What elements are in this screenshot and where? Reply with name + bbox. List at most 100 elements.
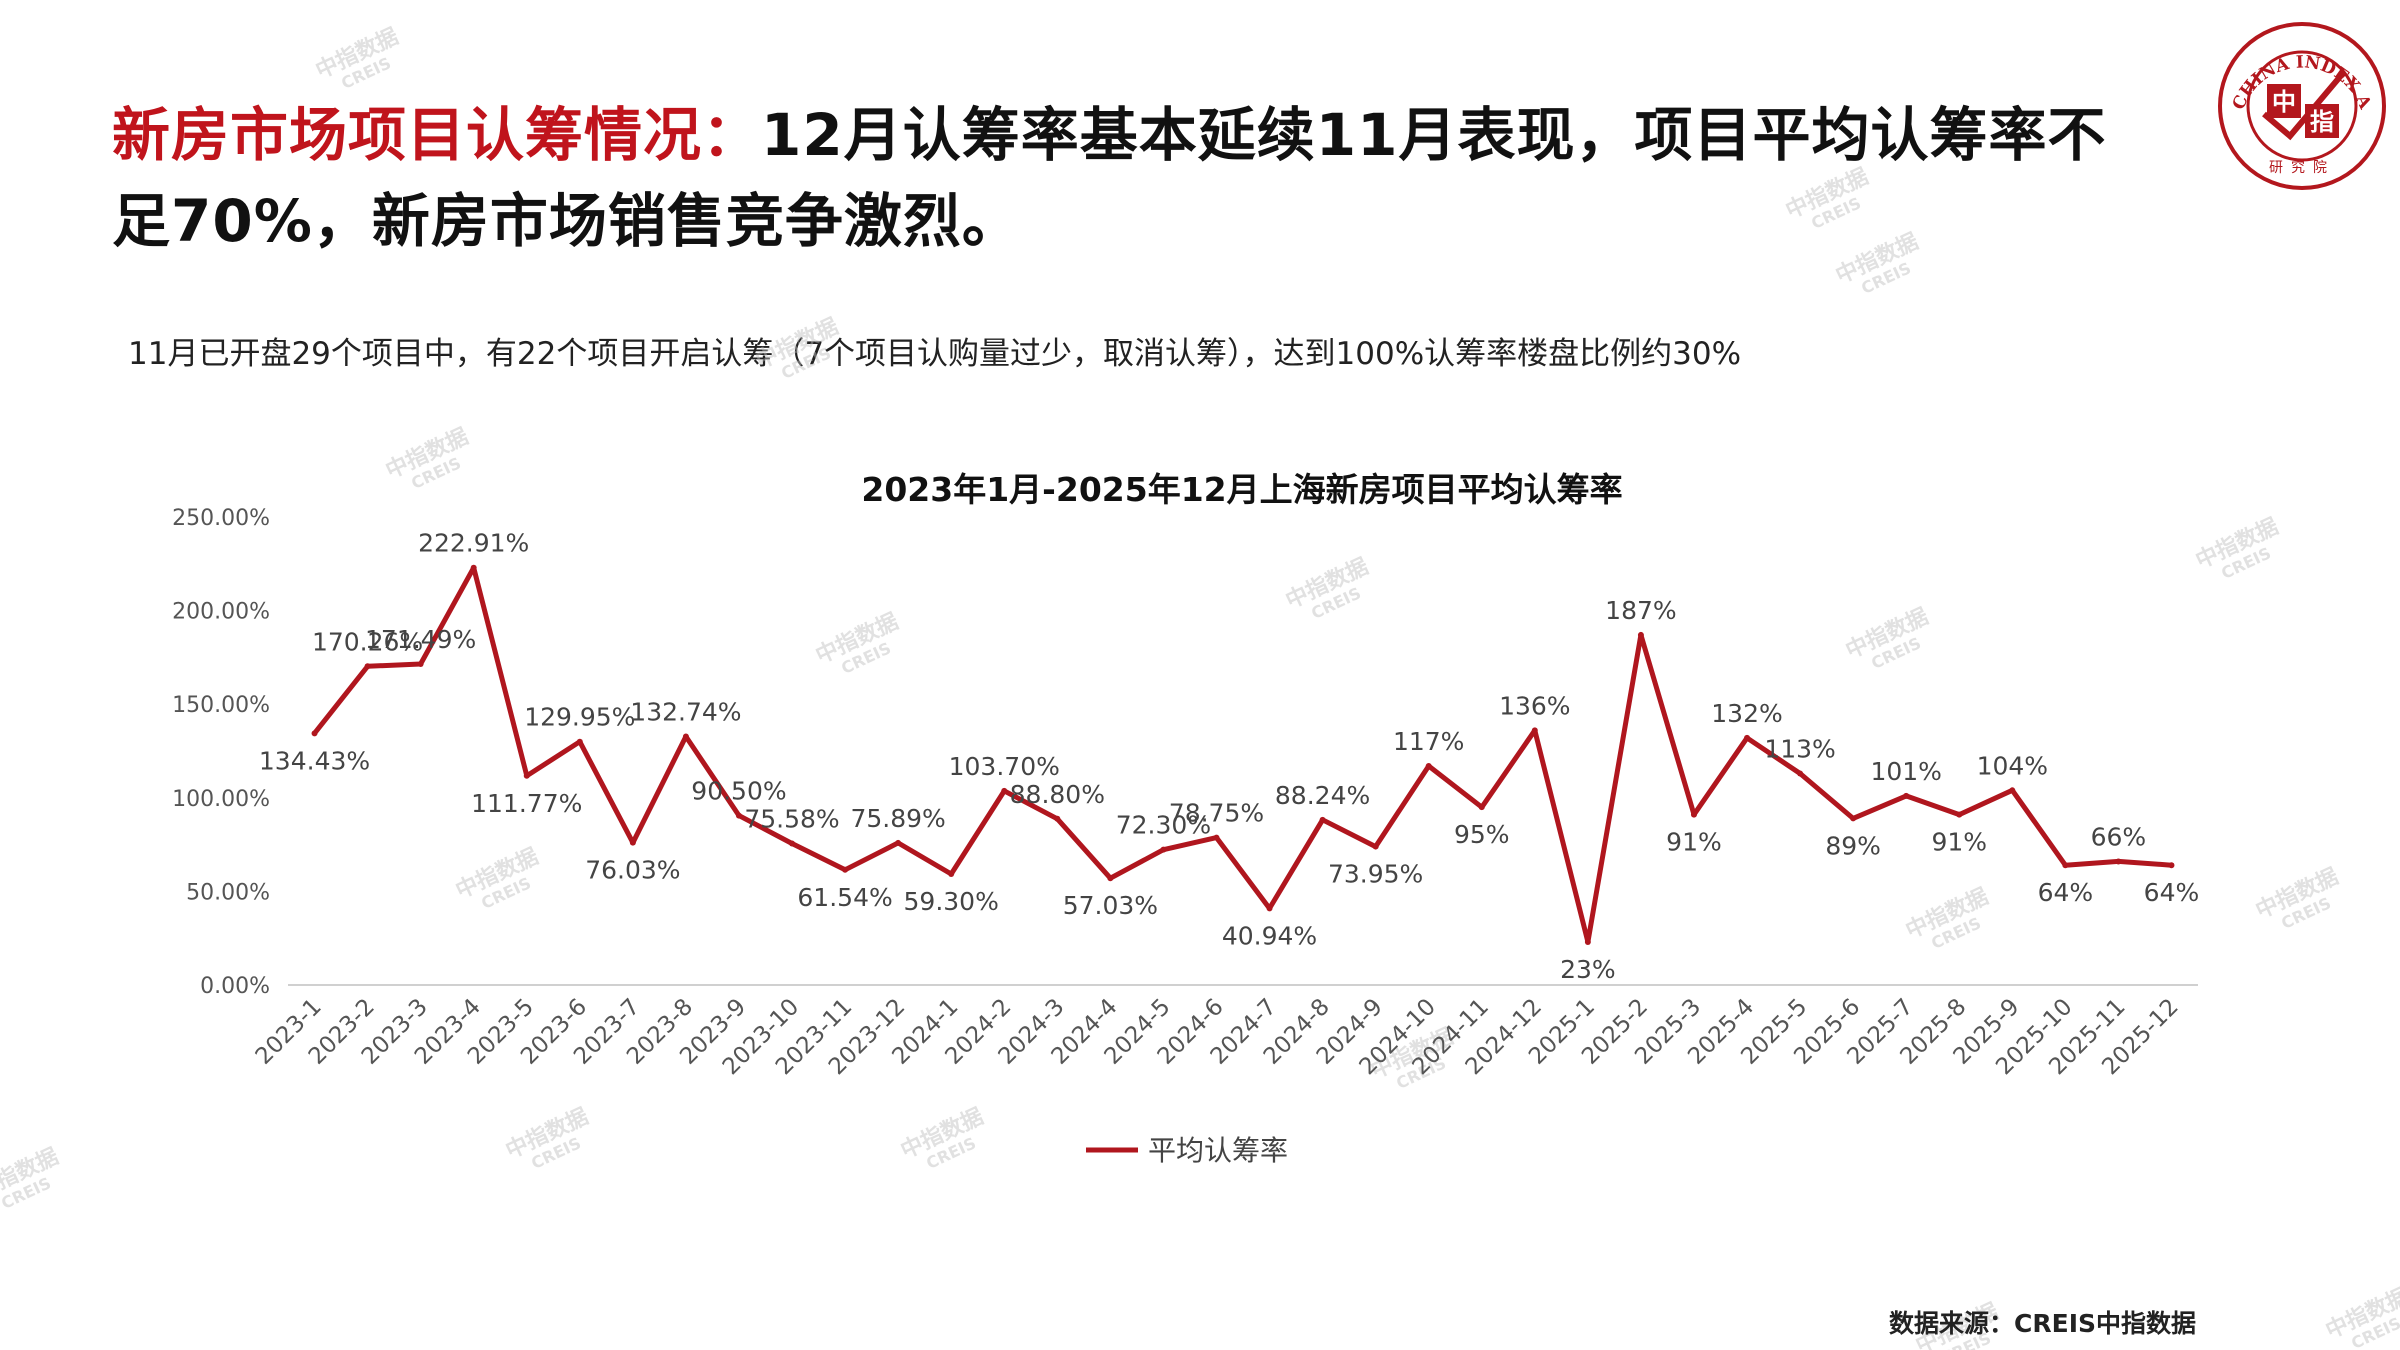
- data-label: 91%: [1931, 828, 1987, 857]
- data-point: [1531, 727, 1538, 734]
- data-label: 75.89%: [850, 804, 945, 833]
- data-point: [523, 772, 530, 779]
- data-label: 90.50%: [691, 777, 786, 806]
- data-label: 59.30%: [904, 887, 999, 916]
- data-label: 170.26%: [312, 627, 423, 656]
- data-point: [1478, 804, 1485, 811]
- logo-inner-ring: [2246, 50, 2358, 162]
- page-title: 新房市场项目认筹情况：12月认筹率基本延续11月表现，项目平均认筹率不足70%，…: [112, 92, 2152, 264]
- data-label: 104%: [1977, 751, 2048, 780]
- data-label: 187%: [1605, 596, 1676, 625]
- data-label: 222.91%: [418, 529, 529, 558]
- data-label: 132%: [1711, 699, 1782, 728]
- data-point: [2009, 787, 2016, 794]
- data-point: [1690, 811, 1697, 818]
- data-label: 136%: [1499, 691, 1570, 720]
- data-point: [1107, 875, 1114, 882]
- data-point: [1213, 834, 1220, 841]
- data-label: 64%: [2144, 878, 2200, 907]
- data-point: [1160, 846, 1167, 853]
- data-label: 57.03%: [1063, 891, 1158, 920]
- data-label: 78.75%: [1169, 799, 1264, 828]
- data-point: [1001, 787, 1008, 794]
- logo-char-left: 中: [2272, 88, 2296, 116]
- page-subtitle: 11月已开盘29个项目中，有22个项目开启认筹（7个项目认购量过少，取消认筹），…: [128, 336, 1742, 372]
- data-point: [1054, 815, 1061, 822]
- data-point: [1850, 815, 1857, 822]
- data-point: [735, 812, 742, 819]
- data-point: [2168, 862, 2175, 869]
- data-point: [311, 730, 318, 737]
- y-axis: 0.00% 50.00% 100.00% 150.00% 200.00% 250.00%: [172, 506, 270, 999]
- data-labels: 134.43% 170.26%171.49% 222.91% 111.77% 129.9…: [259, 529, 2199, 984]
- logo-char-right: 指: [2310, 108, 2334, 136]
- data-point: [1319, 816, 1326, 823]
- x-axis: 2023-12023-22023-32023-42023-52023-62023…: [251, 994, 2184, 1080]
- logo-check-mark: [2262, 70, 2347, 141]
- data-point: [576, 738, 583, 745]
- data-source-note: 数据来源：CREIS中指数据: [1889, 1309, 2196, 1338]
- data-label: 171.49%: [365, 625, 476, 654]
- y-tick-label: 100.00%: [172, 787, 270, 812]
- data-label: 23%: [1560, 955, 1616, 984]
- data-label: 66%: [2091, 822, 2147, 851]
- legend-label: 平均认筹率: [1148, 1134, 1288, 1167]
- data-label: 76.03%: [585, 856, 680, 885]
- data-point: [1425, 762, 1432, 769]
- page-title-highlight: 新房市场项目认筹情况：: [112, 101, 762, 169]
- data-label: 88.80%: [1010, 780, 1105, 809]
- chart-title: 2023年1月-2025年12月上海新房项目平均认筹率: [861, 470, 1622, 509]
- series-line-平均认筹率: [312, 565, 2172, 945]
- data-label: 72.30%: [1116, 811, 1211, 840]
- data-point: [1266, 905, 1273, 912]
- logo-badge-left: [2267, 84, 2301, 118]
- data-point: [364, 663, 371, 670]
- data-label: 73.95%: [1328, 860, 1423, 889]
- data-point: [1372, 843, 1379, 850]
- data-label: 103.70%: [949, 752, 1060, 781]
- data-label: 113%: [1764, 734, 1835, 763]
- data-label: 88.24%: [1275, 781, 1370, 810]
- data-point: [2115, 858, 2122, 865]
- data-point: [629, 839, 636, 846]
- data-point: [1956, 811, 1963, 818]
- data-label: 134.43%: [259, 746, 370, 775]
- data-label: 40.94%: [1222, 921, 1317, 950]
- y-tick-label: 150.00%: [172, 693, 270, 718]
- data-label: 89%: [1825, 831, 1881, 860]
- data-point: [1797, 770, 1804, 777]
- data-label: 101%: [1870, 757, 1941, 786]
- y-tick-label: 0.00%: [200, 974, 270, 999]
- data-label: 111.77%: [471, 789, 582, 818]
- y-tick-label: 250.00%: [172, 506, 270, 531]
- data-point: [1903, 792, 1910, 799]
- china-index-academy-logo: CHINA INDEX ACADEMY 中 指 研究院: [2212, 14, 2386, 190]
- data-point: [2062, 862, 2069, 869]
- data-point: [682, 733, 689, 740]
- y-tick-label: 50.00%: [186, 880, 270, 905]
- data-point: [1584, 938, 1591, 945]
- data-point: [470, 564, 477, 571]
- legend: 平均认筹率: [1086, 1134, 1288, 1167]
- data-point: [417, 660, 424, 667]
- data-point: [789, 840, 796, 847]
- data-label: 129.95%: [524, 703, 635, 732]
- data-point: [1744, 734, 1751, 741]
- data-label: 95%: [1454, 820, 1510, 849]
- data-label: 75.58%: [744, 805, 839, 834]
- data-point: [842, 866, 849, 873]
